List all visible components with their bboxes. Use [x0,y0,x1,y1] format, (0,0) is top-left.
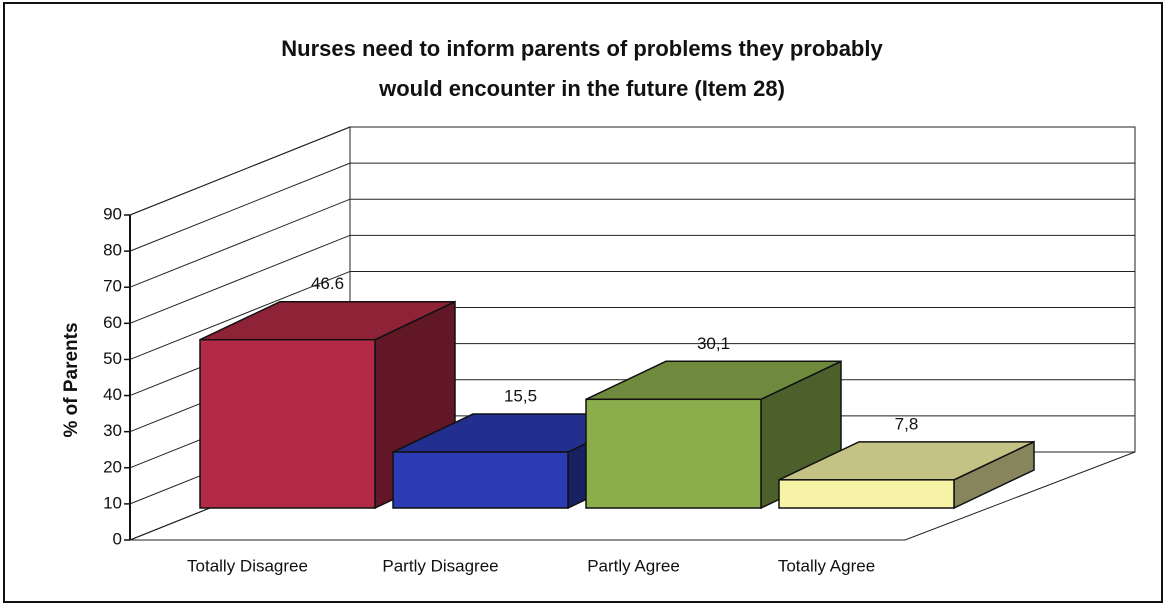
x-tick-label: Totally Disagree [187,556,308,575]
grid-line [129,162,1135,252]
data-label: 15,5 [504,387,537,406]
bar-front [585,398,762,509]
y-axis-title: % of Parents [61,322,82,437]
y-tick-label: 30 [103,421,122,440]
y-tick-label: 70 [103,277,122,296]
y-tick-label: 0 [113,529,122,548]
grid-line [129,126,1135,216]
y-tick-label: 50 [103,349,122,368]
x-tick-label: Partly Agree [587,556,680,575]
x-tick-label: Partly Disagree [382,556,498,575]
y-tick-label: 60 [103,313,122,332]
bar [778,440,1035,510]
grid-line [129,234,1135,324]
chart-title: Nurses need to inform parents of problem… [281,36,883,61]
bar-front [778,479,955,509]
data-label: 7,8 [895,414,919,433]
y-tick-label: 10 [103,493,122,512]
bar-front [199,338,376,509]
y-tick-label: 20 [103,457,122,476]
y-tick-label: 80 [103,241,122,260]
chart-title: would encounter in the future (Item 28) [378,76,785,101]
bar-front [392,451,569,509]
y-tick-label: 40 [103,385,122,404]
x-tick-label: Totally Agree [778,556,875,575]
data-label: 30,1 [697,334,730,353]
grid-line [129,198,1135,288]
grid-line [129,270,1135,360]
data-label: 46.6 [311,274,344,293]
y-tick-label: 90 [103,204,122,223]
